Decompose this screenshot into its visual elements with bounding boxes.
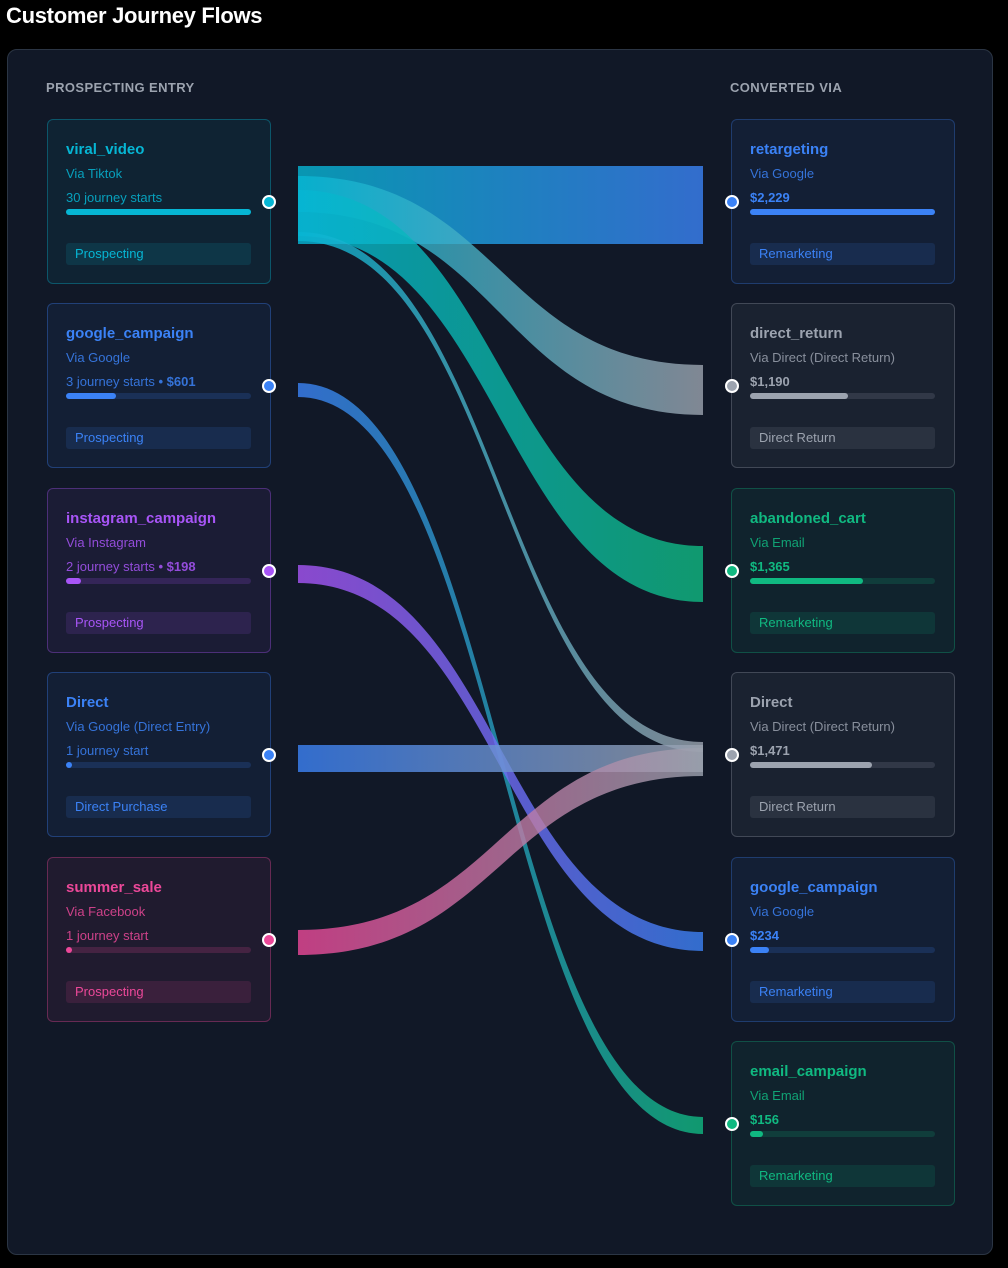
card-channel: Via Tiktok bbox=[66, 166, 123, 181]
connector-dot bbox=[725, 564, 739, 578]
progress-bar bbox=[66, 947, 251, 953]
conversion-amount: $156 bbox=[750, 1112, 779, 1127]
connector-dot bbox=[725, 1117, 739, 1131]
card-channel: Via Direct (Direct Return) bbox=[750, 350, 895, 365]
flow-viral_video-to-direct_return[interactable] bbox=[298, 176, 703, 415]
flow-viral_video-to-direct[interactable] bbox=[298, 232, 703, 752]
journey-starts: 3 journey starts bbox=[66, 374, 155, 389]
connector-dot bbox=[262, 564, 276, 578]
card-name: google_campaign bbox=[750, 879, 878, 896]
card-name: summer_sale bbox=[66, 879, 162, 896]
card-channel: Via Google bbox=[66, 350, 131, 365]
journey-starts: 2 journey starts bbox=[66, 559, 155, 574]
stage-badge: Remarketing bbox=[750, 612, 935, 634]
flow-direct-to-direct[interactable] bbox=[298, 745, 703, 772]
connector-dot bbox=[262, 748, 276, 762]
card-name: direct_return bbox=[750, 325, 843, 342]
journey-starts: 1 journey start bbox=[66, 928, 149, 943]
progress-bar bbox=[66, 209, 251, 215]
source-card-summer-sale[interactable]: summer_sale Via Facebook 1 journey start … bbox=[47, 857, 271, 1022]
card-channel: Via Email bbox=[750, 1088, 805, 1103]
connector-dot bbox=[725, 195, 739, 209]
stage-badge: Prospecting bbox=[66, 427, 251, 449]
target-card-google-campaign[interactable]: google_campaign Via Google $234 Remarketi… bbox=[731, 857, 955, 1022]
source-card-google-campaign[interactable]: google_campaign Via Google 3 journey star… bbox=[47, 303, 271, 468]
connector-dot bbox=[725, 379, 739, 393]
source-card-viral-video[interactable]: viral_video Via Tiktok 30 journey starts … bbox=[47, 119, 271, 284]
journey-panel bbox=[7, 49, 993, 1255]
card-name: google_campaign bbox=[66, 325, 194, 342]
flow-summer_sale-to-direct[interactable] bbox=[298, 748, 703, 955]
flow-viral_video-to-abandoned_cart[interactable] bbox=[298, 190, 703, 602]
journey-starts: 1 journey start bbox=[66, 743, 149, 758]
progress-bar bbox=[750, 578, 935, 584]
conversion-amount: $1,365 bbox=[750, 559, 790, 574]
target-card-retargeting[interactable]: retargeting Via Google $2,229 Remarketing bbox=[731, 119, 955, 284]
progress-bar bbox=[66, 762, 251, 768]
card-channel: Via Google (Direct Entry) bbox=[66, 719, 211, 734]
conversion-amount: $234 bbox=[750, 928, 779, 943]
right-column-heading: CONVERTED VIA bbox=[730, 80, 843, 95]
source-card-instagram-campaign[interactable]: instagram_campaign Via Instagram 2 journe… bbox=[47, 488, 271, 653]
card-channel: Via Google bbox=[750, 904, 815, 919]
stage-badge: Direct Return bbox=[750, 796, 935, 818]
stage-badge: Prospecting bbox=[66, 243, 251, 265]
card-name: abandoned_cart bbox=[750, 510, 866, 527]
connector-dot bbox=[725, 748, 739, 762]
card-channel: Via Google bbox=[750, 166, 815, 181]
connector-dot bbox=[262, 195, 276, 209]
left-column-heading: PROSPECTING ENTRY bbox=[46, 80, 195, 95]
stage-badge: Remarketing bbox=[750, 1165, 935, 1187]
progress-bar bbox=[66, 578, 251, 584]
stage-badge: Remarketing bbox=[750, 981, 935, 1003]
card-name: instagram_campaign bbox=[66, 510, 217, 527]
card-channel: Via Facebook bbox=[66, 904, 146, 919]
stage-badge: Direct Return bbox=[750, 427, 935, 449]
progress-bar bbox=[66, 393, 251, 399]
revenue: • $198 bbox=[154, 559, 196, 574]
target-card-direct[interactable]: Direct Via Direct (Direct Return) $1,471 … bbox=[731, 672, 955, 837]
connector-dot bbox=[725, 933, 739, 947]
source-card-direct[interactable]: Direct Via Google (Direct Entry) 1 journe… bbox=[47, 672, 271, 837]
stage-badge: Prospecting bbox=[66, 981, 251, 1003]
progress-bar bbox=[750, 947, 935, 953]
journey-starts: 30 journey starts bbox=[66, 190, 163, 205]
card-name: email_campaign bbox=[750, 1063, 867, 1080]
connector-dot bbox=[262, 933, 276, 947]
card-channel: Via Email bbox=[750, 535, 805, 550]
connector-dot bbox=[262, 379, 276, 393]
conversion-amount: $1,190 bbox=[750, 374, 790, 389]
card-name: Direct bbox=[66, 694, 109, 711]
progress-bar bbox=[750, 393, 935, 399]
card-name: viral_video bbox=[66, 141, 145, 158]
progress-bar bbox=[750, 209, 935, 215]
conversion-amount: $1,471 bbox=[750, 743, 790, 758]
page-title: Customer Journey Flows bbox=[6, 3, 263, 28]
progress-bar bbox=[750, 1131, 935, 1137]
card-channel: Via Direct (Direct Return) bbox=[750, 719, 895, 734]
target-card-email-campaign[interactable]: email_campaign Via Email $156 Remarketing bbox=[731, 1041, 955, 1206]
stage-badge: Prospecting bbox=[66, 612, 251, 634]
revenue: • $601 bbox=[154, 374, 196, 389]
progress-bar bbox=[750, 762, 935, 768]
target-card-direct-return[interactable]: direct_return Via Direct (Direct Return)… bbox=[731, 303, 955, 468]
stage-badge: Direct Purchase bbox=[66, 796, 251, 818]
target-card-abandoned-cart[interactable]: abandoned_cart Via Email $1,365 Remarketi… bbox=[731, 488, 955, 653]
card-name: retargeting bbox=[750, 141, 829, 158]
stage-badge: Remarketing bbox=[750, 243, 935, 265]
card-channel: Via Instagram bbox=[66, 535, 146, 550]
conversion-amount: $2,229 bbox=[750, 190, 790, 205]
card-name: Direct bbox=[750, 694, 793, 711]
